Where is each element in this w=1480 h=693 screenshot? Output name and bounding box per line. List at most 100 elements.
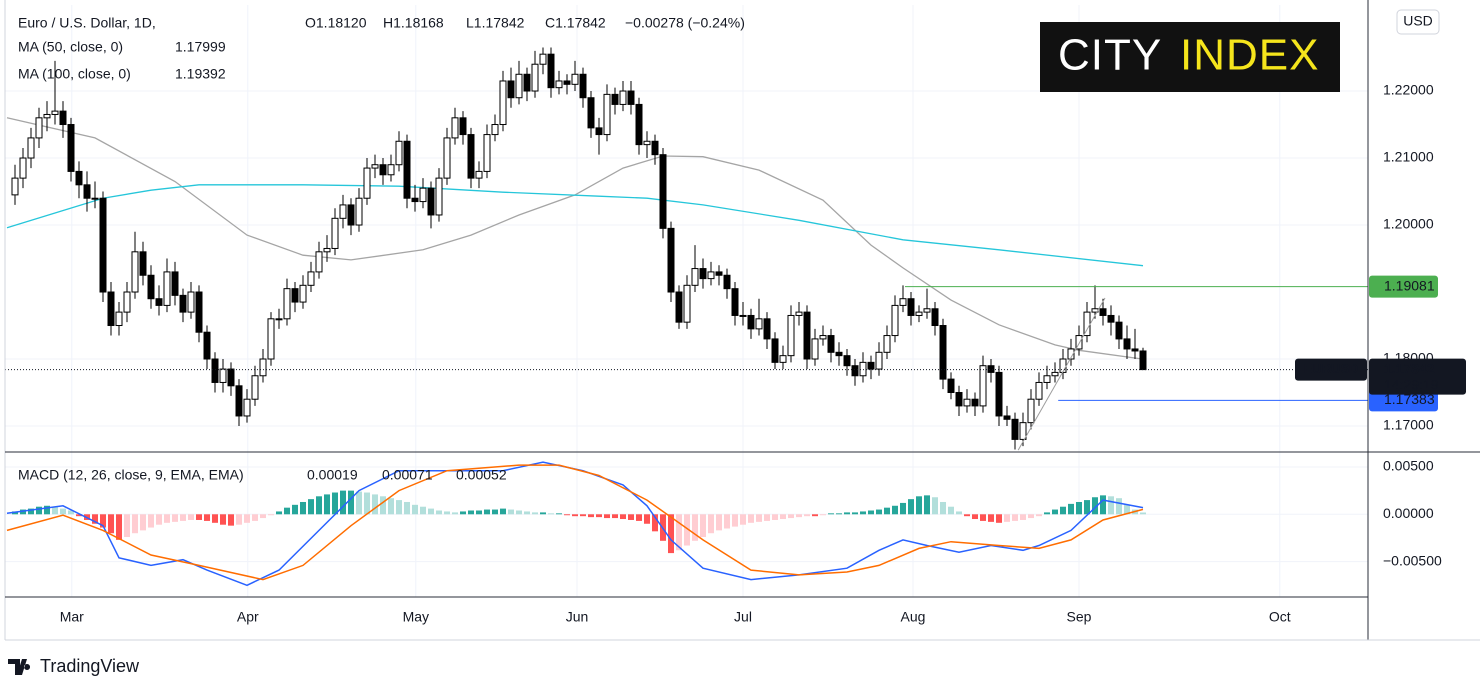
candle-body <box>331 217 339 249</box>
candle-body <box>115 311 123 327</box>
macd-histogram-bar <box>204 514 210 521</box>
macd-histogram-bar <box>92 514 98 524</box>
macd-histogram-bar <box>852 512 858 515</box>
candle-body <box>491 124 499 136</box>
macd-histogram-bar <box>572 514 578 517</box>
macd-histogram-bar <box>964 514 970 517</box>
candle-body <box>403 140 411 199</box>
macd-histogram-bar <box>780 514 786 520</box>
candle-body <box>27 137 35 159</box>
candle-body <box>643 140 651 146</box>
macd-histogram-bar <box>732 514 738 527</box>
macd-histogram-bar <box>1116 498 1122 515</box>
macd-histogram-bar <box>892 505 898 515</box>
macd-histogram-bar <box>700 514 706 538</box>
candle-body <box>1115 321 1123 340</box>
candle-body <box>659 154 667 229</box>
macd-histogram-bar <box>908 499 914 515</box>
macd-histogram-bar <box>164 514 170 523</box>
macd-histogram-bar <box>596 514 602 518</box>
candle-body <box>619 90 627 105</box>
ohlc-change: −0.00278 (−0.24%) <box>625 15 745 31</box>
macd-histogram-bar <box>1028 514 1034 519</box>
macd-histogram-bar <box>76 514 82 517</box>
macd-histogram-bar <box>348 490 354 515</box>
symbol-tag <box>1295 358 1367 381</box>
macd-histogram-bar <box>996 514 1002 523</box>
ohlc-close: C1.17842 <box>545 15 606 31</box>
macd-histogram-bar <box>540 512 546 515</box>
candle-body <box>971 398 979 407</box>
candle-body <box>283 288 291 320</box>
candle-body <box>707 271 715 280</box>
macd-histogram-bar <box>764 514 770 521</box>
macd-histogram-bar <box>244 514 250 523</box>
candle-body <box>1059 358 1067 373</box>
candle-body <box>907 298 915 316</box>
macd-histogram-bar <box>380 496 386 515</box>
macd-histogram-bar <box>324 494 330 515</box>
macd-histogram-bar <box>404 501 410 515</box>
macd-histogram-bar <box>868 510 874 515</box>
macd-histogram-bar <box>708 514 714 534</box>
candle-body <box>275 318 283 321</box>
macd-hist-value: 0.00019 <box>307 467 358 483</box>
macd-histogram-bar <box>372 494 378 515</box>
candle-body <box>155 298 163 306</box>
candle-body <box>1027 398 1035 424</box>
macd-histogram-bar <box>1092 497 1098 515</box>
logo-box <box>1040 22 1340 92</box>
candle-body <box>947 378 955 394</box>
macd-histogram-bar <box>1060 506 1066 515</box>
candle-body <box>739 314 747 317</box>
macd-histogram-bar <box>724 514 730 529</box>
candle-body <box>963 398 971 407</box>
candle-body <box>571 73 579 85</box>
macd-histogram-bar <box>748 514 754 523</box>
candle-body <box>515 73 523 99</box>
candle-body <box>851 365 859 377</box>
macd-histogram-bar <box>476 510 482 515</box>
symbol-title: Euro / U.S. Dollar, 1D, <box>18 15 156 31</box>
macd-histogram-bar <box>468 510 474 515</box>
macd-histogram-bar <box>924 495 930 515</box>
candle-body <box>11 177 19 196</box>
macd-histogram-bar <box>972 514 978 520</box>
macd-histogram-bar <box>668 514 674 554</box>
candle-body <box>347 204 355 226</box>
candle-body <box>987 365 995 373</box>
candle-body <box>563 80 571 85</box>
ma100-legend: MA (100, close, 0) <box>18 66 131 82</box>
macd-histogram-bar <box>628 514 634 520</box>
ohlc-open: O1.18120 <box>305 15 367 31</box>
macd-histogram-bar <box>516 510 522 515</box>
macd-histogram-bar <box>252 514 258 521</box>
candle-body <box>675 291 683 323</box>
y-tick-label: 0.00500 <box>1383 458 1434 474</box>
candle-body <box>1011 418 1019 440</box>
candle-body <box>203 331 211 360</box>
macd-histogram-bar <box>844 512 850 515</box>
macd-histogram-bar <box>588 514 594 518</box>
candle-body <box>419 187 427 203</box>
currency[interactable]: USD <box>1403 13 1433 29</box>
candle-body <box>923 308 931 313</box>
candle-body <box>939 325 947 380</box>
macd-histogram-bar <box>444 511 450 515</box>
macd-legend: MACD (12, 26, close, 9, EMA, EMA) <box>18 467 244 483</box>
macd-histogram-bar <box>28 508 34 515</box>
candle-body <box>875 351 883 370</box>
ohlc-low: L1.17842 <box>466 15 525 31</box>
macd-histogram-bar <box>524 511 530 515</box>
candle-body <box>451 117 459 139</box>
ma50-value: 1.17999 <box>175 39 226 55</box>
macd-histogram-bar <box>332 492 338 515</box>
macd-histogram-bar <box>60 508 66 515</box>
macd-signal-value: 0.00052 <box>456 467 507 483</box>
candle-body <box>139 251 147 276</box>
macd-histogram-bar <box>436 510 442 515</box>
currency-box[interactable] <box>1396 9 1440 35</box>
macd-histogram-bar <box>884 507 890 515</box>
candle-body <box>1043 375 1051 383</box>
candle-body <box>1139 350 1147 371</box>
